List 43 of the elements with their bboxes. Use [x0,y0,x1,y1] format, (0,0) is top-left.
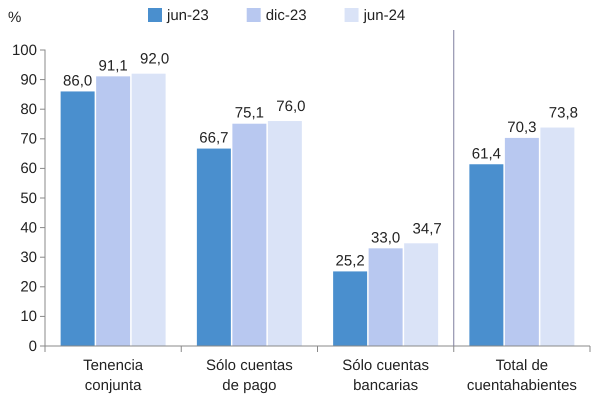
data-label: 76,0 [276,98,306,116]
x-tick-label: Tenencia conjunta [83,357,144,394]
data-label: 34,7 [412,220,442,238]
bar [232,124,266,346]
y-tick-label: 30 [20,249,37,266]
bar [132,74,166,346]
bar [540,128,574,346]
bar [60,91,95,346]
y-tick-label: 50 [20,190,37,207]
data-label: 61,4 [472,145,501,162]
bar [268,121,302,346]
x-tick-label: Total de cuentahabientes [466,357,577,394]
y-tick-label: 20 [20,278,37,296]
y-tick-label: 60 [20,160,37,178]
y-tick-label: 0 [28,338,37,355]
data-label: 92,0 [140,50,170,68]
bar [196,148,231,346]
y-axis-title: % [8,9,22,26]
data-label: 86,0 [63,72,92,90]
y-tick-label: 40 [20,219,37,236]
x-tick-label: Sólo cuentas bancarias [342,357,429,394]
bar [368,248,403,346]
data-label: 33,0 [371,229,400,246]
bar [404,243,438,346]
bar [504,138,539,346]
y-tick-label: 100 [12,42,37,59]
x-tick-label: Sólo cuentas de pago [206,357,293,394]
y-tick-label: 70 [20,130,37,148]
legend-label: jun-23 [166,7,209,24]
y-tick-label: 10 [20,308,37,326]
data-label: 73,8 [548,104,578,122]
data-label: 70,3 [507,118,536,136]
legend-label: jun-24 [362,7,406,24]
data-label: 25,2 [336,252,365,270]
data-label: 91,1 [98,57,128,74]
y-tick-label: 80 [20,101,37,118]
bar [469,164,504,346]
y-tick-label: 90 [20,71,37,88]
data-label: 66,7 [199,130,228,147]
legend-label: dic-23 [266,7,307,24]
bar [96,76,130,346]
bar [333,271,368,346]
data-label: 75,1 [234,104,264,122]
